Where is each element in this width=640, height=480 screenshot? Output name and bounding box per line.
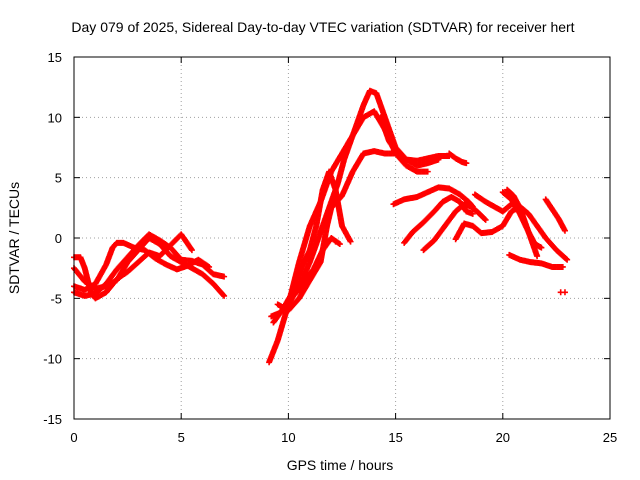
- data-point: [482, 216, 489, 223]
- data-point: [469, 210, 476, 217]
- data-point: [481, 215, 488, 222]
- y-tick-label: -15: [43, 412, 62, 427]
- outlier-point: [561, 289, 568, 296]
- outlier-point: [332, 238, 339, 245]
- y-tick-label: 10: [48, 110, 62, 125]
- data-markers: [71, 87, 571, 366]
- data-point: [188, 247, 195, 254]
- x-tick-label: 0: [70, 430, 77, 445]
- data-point: [563, 255, 570, 262]
- data-point: [538, 244, 545, 251]
- axis-ticks: 0 5 10 15 20 25 -15 -10 -5 0 5 10 15: [43, 50, 617, 445]
- x-axis-label: GPS time / hours: [287, 457, 394, 473]
- y-tick-label: 0: [55, 231, 62, 246]
- x-tick-label: 20: [496, 430, 510, 445]
- data-point: [564, 256, 571, 263]
- x-tick-label: 15: [388, 430, 402, 445]
- y-tick-label: 15: [48, 50, 62, 65]
- data-point: [221, 292, 228, 299]
- data-point: [347, 238, 354, 245]
- data-point: [534, 253, 541, 260]
- data-point: [424, 168, 431, 175]
- chart-title: Day 079 of 2025, Sidereal Day-to-day VTE…: [71, 19, 574, 35]
- x-tick-label: 25: [603, 430, 617, 445]
- data-point: [559, 263, 566, 270]
- data-point: [561, 227, 568, 234]
- x-tick-label: 10: [281, 430, 295, 445]
- data-point: [221, 273, 228, 280]
- data-point: [220, 291, 227, 298]
- data-point: [206, 263, 213, 270]
- y-tick-label: -5: [50, 291, 62, 306]
- y-tick-label: 5: [55, 171, 62, 186]
- data-point: [336, 241, 343, 248]
- x-tick-label: 5: [178, 430, 185, 445]
- y-tick-label: -10: [43, 352, 62, 367]
- data-point: [463, 160, 470, 167]
- plot-frame: [73, 56, 611, 420]
- y-axis-label: SDTVAR / TECUs: [6, 182, 22, 294]
